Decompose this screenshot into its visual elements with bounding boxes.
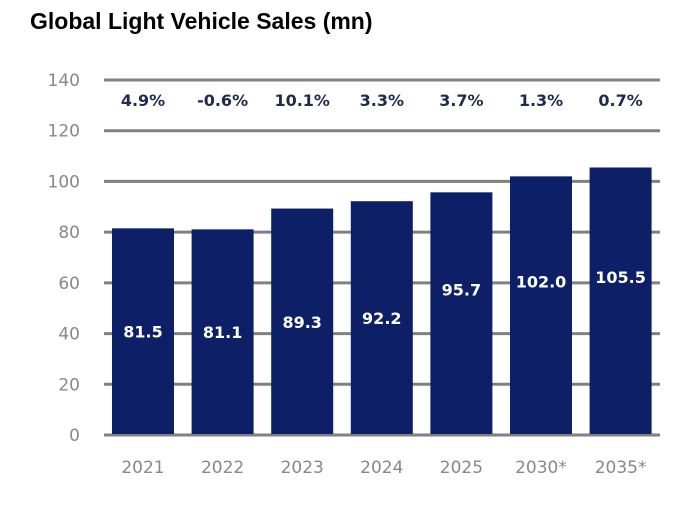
x-tick-label: 2030* [515,458,567,478]
x-tick-label: 2024 [360,458,403,478]
y-tick-label: 140 [48,71,80,91]
growth-label: 4.9% [121,91,165,110]
y-tick-label: 80 [58,223,80,243]
data-label: 92.2 [362,309,401,328]
bar [271,208,334,434]
growth-label: 3.3% [360,91,404,110]
growth-label: -0.6% [197,91,248,110]
growth-label: 3.7% [439,91,483,110]
growth-label: 0.7% [598,91,642,110]
bar [510,176,572,434]
bar [112,228,174,434]
x-tick-label: 2021 [121,458,164,478]
x-tick-label: 2035* [595,458,647,478]
bar [430,192,493,434]
x-tick-label: 2023 [281,458,324,478]
data-label: 95.7 [442,281,481,300]
data-label: 81.1 [203,323,242,342]
data-label: 89.3 [282,313,321,332]
y-tick-label: 0 [69,426,80,446]
bar [589,167,652,434]
x-tick-label: 2022 [201,458,244,478]
bar [350,201,413,434]
y-tick-label: 100 [48,172,80,192]
data-label: 105.5 [595,268,646,287]
y-tick-label: 20 [58,375,80,395]
x-tick-label: 2025 [440,458,483,478]
chart-title: Global Light Vehicle Sales (mn) [30,8,373,34]
data-label: 81.5 [123,323,162,342]
y-tick-label: 60 [58,274,80,294]
growth-label: 1.3% [519,91,563,110]
y-tick-label: 120 [48,122,80,142]
data-label: 102.0 [516,273,567,292]
bar [191,229,254,434]
growth-label: 10.1% [274,91,330,110]
y-tick-label: 40 [58,325,80,345]
